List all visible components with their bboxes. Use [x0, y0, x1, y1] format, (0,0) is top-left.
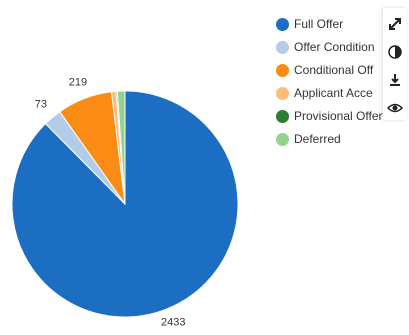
legend-label: Provisional Offer	[294, 109, 383, 123]
legend-swatch	[276, 63, 289, 77]
contrast-icon[interactable]	[383, 40, 407, 64]
pie-slice-deferred[interactable]	[116, 90, 126, 205]
legend-swatch	[276, 17, 289, 31]
data-label-2: 219	[69, 77, 87, 89]
legend-item-full-offer[interactable]: Full Offer	[276, 15, 384, 33]
legend-swatch	[276, 109, 289, 123]
chart-toolbar	[383, 8, 407, 120]
legend: Full Offer Offer Condition Conditional O…	[276, 15, 384, 153]
legend-item-deferred[interactable]: Deferred	[276, 130, 384, 148]
expand-icon[interactable]	[383, 12, 407, 36]
legend-label: Applicant Acce	[294, 86, 373, 100]
legend-item-offer-condition[interactable]: Offer Condition	[276, 38, 384, 56]
legend-label: Deferred	[294, 132, 341, 146]
legend-swatch	[276, 132, 289, 146]
legend-item-applicant-accepted[interactable]: Applicant Acce	[276, 84, 384, 102]
data-label-0: 2433	[161, 316, 185, 328]
legend-label: Full Offer	[294, 17, 344, 31]
legend-item-provisional-offer[interactable]: Provisional Offer	[276, 107, 384, 125]
legend-label: Conditional Off	[294, 63, 374, 77]
legend-label: Offer Condition	[294, 40, 375, 54]
legend-swatch	[276, 86, 289, 100]
legend-item-conditional-offer[interactable]: Conditional Off	[276, 61, 384, 79]
legend-swatch	[276, 40, 289, 54]
data-label-1: 73	[35, 99, 47, 111]
download-icon[interactable]	[383, 68, 407, 92]
eye-icon[interactable]	[383, 96, 407, 120]
